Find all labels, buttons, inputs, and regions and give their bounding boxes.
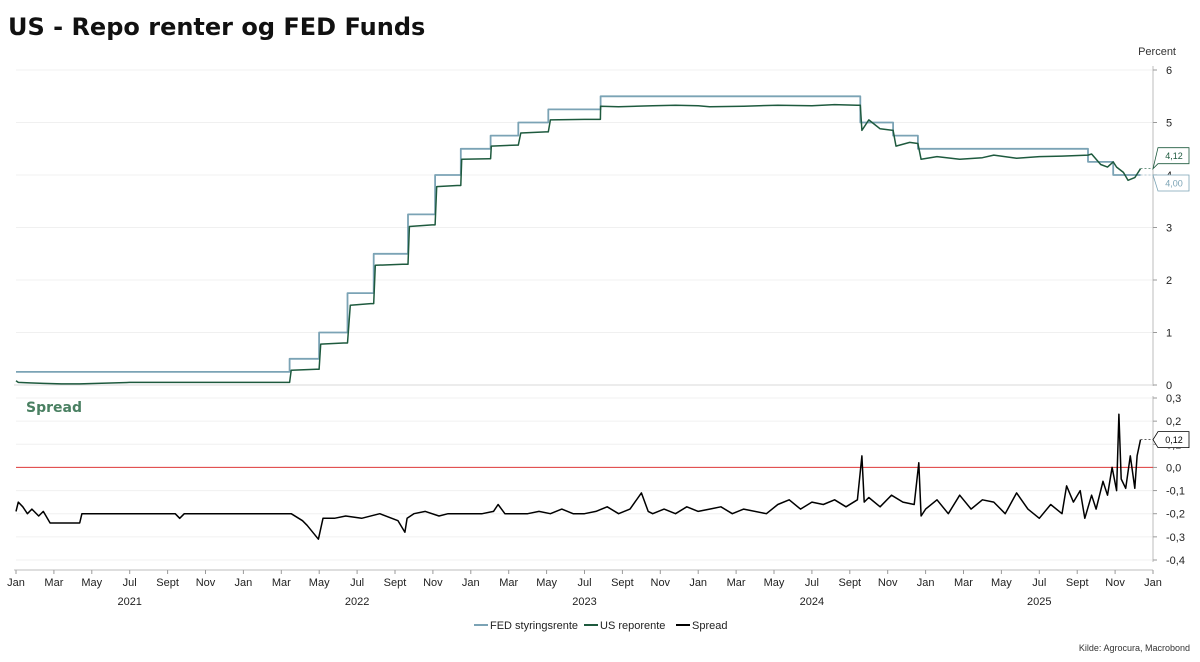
rates-series-group <box>15 95 1142 385</box>
x-tick-label: Sept <box>384 577 407 589</box>
legend-label-spread: Spread <box>692 620 727 632</box>
x-tick-label: Jan <box>7 577 25 589</box>
x-tick-label: May <box>536 577 557 589</box>
x-tick-label: Jul <box>350 577 364 589</box>
legend-label-repo: US reporente <box>600 620 665 632</box>
x-tick-label: Jan <box>235 577 253 589</box>
x-year-label: 2025 <box>1027 596 1051 608</box>
end-label-box-spread <box>1152 431 1190 449</box>
series-line-fed-styringsrente <box>16 95 1141 373</box>
x-tick-label: Jan <box>689 577 707 589</box>
spread-y-tick-label: -0,1 <box>1166 486 1185 498</box>
end-label-box-fed-styringsrente <box>1152 174 1190 192</box>
x-tick-label: Jul <box>805 577 819 589</box>
rates-y-tick-label: 0 <box>1166 380 1172 392</box>
spread-y-tick-label: 0,3 <box>1166 393 1181 405</box>
series-line-spread <box>15 413 1142 540</box>
x-year-label: 2022 <box>345 596 369 608</box>
x-tick-label: Mar <box>954 577 973 589</box>
rates-y-tick-label: 2 <box>1166 275 1172 287</box>
x-tick-label: Nov <box>878 577 898 589</box>
rates-gridlines <box>16 69 1153 386</box>
legend: FED styringsrente US reporente Spread <box>474 620 727 632</box>
x-tick-label: Jan <box>462 577 480 589</box>
x-tick-label: Mar <box>44 577 63 589</box>
spread-y-tick-label: -0,3 <box>1166 532 1185 544</box>
rates-y-tick-labels: 0123456 <box>1153 65 1172 392</box>
end-label-us-reporente: 4,12 <box>1165 151 1183 161</box>
x-tick-label: Nov <box>196 577 216 589</box>
x-year-label: 2023 <box>572 596 596 608</box>
x-tick-label: May <box>81 577 102 589</box>
x-tick-label: Sept <box>156 577 179 589</box>
x-tick-label: Sept <box>611 577 634 589</box>
x-tick-label: Jan <box>917 577 935 589</box>
x-tick-label: Jul <box>1032 577 1046 589</box>
x-tick-label: May <box>309 577 330 589</box>
x-tick-label: Nov <box>423 577 443 589</box>
series-line-us-reporente <box>15 103 1142 385</box>
spread-y-tick-labels: -0,4-0,3-0,2-0,10,00,10,20,3 <box>1153 393 1185 567</box>
x-tick-label: May <box>991 577 1012 589</box>
x-year-label: 2024 <box>800 596 824 608</box>
x-tick-label: Mar <box>499 577 518 589</box>
x-tick-label: Nov <box>1105 577 1125 589</box>
x-tick-label: Nov <box>651 577 671 589</box>
x-year-label: 2021 <box>117 596 141 608</box>
end-label-box-us-reporente <box>1152 147 1190 170</box>
source-note: Kilde: Agrocura, Macrobond <box>1079 643 1190 653</box>
spread-y-tick-label: -0,2 <box>1166 509 1185 521</box>
end-value-labels: 4,00 4,12 0,12 <box>1140 147 1190 449</box>
rates-unit-label: Percent <box>1138 46 1176 58</box>
spread-y-tick-label: 0,2 <box>1166 416 1181 428</box>
end-label-spread: 0,12 <box>1165 435 1183 445</box>
rates-y-tick-label: 5 <box>1166 118 1172 130</box>
spread-gridlines <box>16 397 1153 561</box>
legend-label-fed: FED styringsrente <box>490 620 578 632</box>
x-tick-label: Jul <box>577 577 591 589</box>
x-tick-label: Jul <box>123 577 137 589</box>
x-tick-label: Sept <box>838 577 861 589</box>
chart-title: US - Repo renter og FED Funds <box>8 13 425 41</box>
rates-y-tick-label: 3 <box>1166 223 1172 235</box>
x-tick-label: Mar <box>727 577 746 589</box>
x-tick-label: Jan <box>1144 577 1162 589</box>
x-axis-ticks: Jan Mar May Jul Sept Nov Jan Mar May Jul Sept Nov Ja… <box>7 570 1162 608</box>
x-tick-label: Mar <box>272 577 291 589</box>
spread-y-tick-label: 0,0 <box>1166 462 1181 474</box>
end-label-fed-styringsrente: 4,00 <box>1165 179 1183 189</box>
rates-y-tick-label: 6 <box>1166 65 1172 77</box>
rates-y-tick-label: 1 <box>1166 328 1172 340</box>
spread-y-tick-label: -0,4 <box>1166 555 1185 567</box>
x-tick-label: May <box>764 577 785 589</box>
x-tick-label: Sept <box>1066 577 1089 589</box>
spread-series-group <box>15 413 1142 540</box>
spread-panel-title: Spread <box>26 400 82 416</box>
